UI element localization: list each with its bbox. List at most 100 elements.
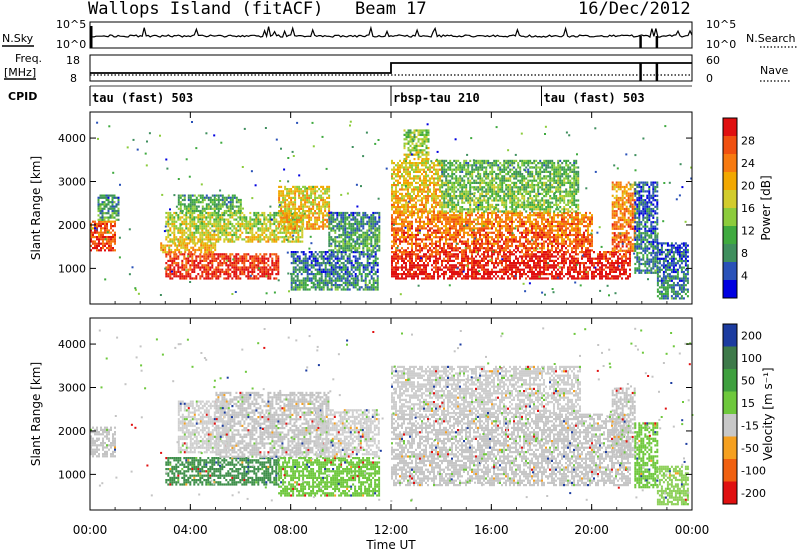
range-cell bbox=[259, 227, 262, 230]
range-cell bbox=[199, 277, 202, 280]
range-cell bbox=[441, 233, 443, 237]
range-cell bbox=[169, 253, 172, 256]
range-cell bbox=[328, 233, 331, 237]
range-cell bbox=[275, 211, 278, 215]
range-cell bbox=[605, 270, 607, 273]
range-cell bbox=[509, 259, 511, 262]
range-cell bbox=[167, 214, 170, 217]
range-cell bbox=[481, 259, 483, 262]
range-cell bbox=[92, 233, 94, 236]
range-cell bbox=[104, 222, 106, 225]
range-cell bbox=[517, 259, 519, 262]
range-cell bbox=[517, 229, 519, 232]
range-cell bbox=[330, 253, 333, 256]
range-cell bbox=[455, 264, 457, 267]
range-cell bbox=[297, 231, 300, 234]
range-cell bbox=[443, 270, 445, 273]
range-cell bbox=[318, 212, 321, 215]
range-cell bbox=[221, 201, 224, 204]
range-cell bbox=[277, 257, 280, 260]
range-cell bbox=[229, 196, 232, 199]
range-cell bbox=[94, 236, 96, 239]
range-cell bbox=[360, 264, 363, 267]
range-cell bbox=[328, 190, 331, 193]
range-cell bbox=[282, 194, 285, 197]
range-cell bbox=[298, 225, 301, 228]
range-cell bbox=[378, 216, 381, 219]
range-cell bbox=[193, 198, 196, 202]
range-cell bbox=[435, 266, 437, 269]
range-cell bbox=[593, 277, 595, 280]
range-cell bbox=[265, 216, 268, 219]
range-cell bbox=[320, 277, 323, 280]
range-cell bbox=[165, 253, 168, 256]
range-cell bbox=[308, 221, 311, 224]
range-cell bbox=[615, 268, 617, 271]
range-cell bbox=[221, 264, 224, 267]
range-cell bbox=[425, 255, 427, 258]
range-cell bbox=[285, 233, 288, 237]
range-cell bbox=[405, 238, 407, 241]
range-cell bbox=[300, 225, 303, 228]
range-cell bbox=[263, 227, 266, 230]
range-cell bbox=[423, 255, 425, 258]
range-cell bbox=[235, 275, 238, 278]
range-cell bbox=[324, 275, 327, 278]
range-cell bbox=[497, 270, 499, 273]
range-cell bbox=[330, 255, 333, 258]
range-cell bbox=[599, 262, 601, 265]
range-cell bbox=[298, 268, 301, 271]
range-cell bbox=[481, 220, 483, 223]
range-cell bbox=[362, 242, 365, 245]
range-cell bbox=[585, 273, 587, 276]
range-cell bbox=[310, 212, 313, 215]
range-cell bbox=[515, 268, 517, 271]
range-cell bbox=[108, 236, 110, 239]
range-cell bbox=[328, 211, 331, 215]
range-cell bbox=[348, 270, 351, 273]
range-cell bbox=[374, 242, 377, 245]
range-cell bbox=[350, 238, 353, 241]
range-cell bbox=[342, 247, 345, 250]
range-cell bbox=[346, 218, 349, 221]
range-cell bbox=[549, 266, 551, 269]
range-cell bbox=[290, 288, 293, 291]
range-cell bbox=[318, 266, 321, 269]
range-cell bbox=[617, 251, 619, 254]
range-cell bbox=[183, 264, 186, 267]
range-cell bbox=[211, 198, 214, 202]
range-cell bbox=[495, 229, 497, 232]
range-cell bbox=[503, 220, 505, 223]
range-cell bbox=[366, 268, 369, 271]
range-cell bbox=[271, 253, 274, 256]
range-cell bbox=[177, 218, 180, 221]
range-cell bbox=[103, 207, 106, 210]
range-cell bbox=[479, 277, 481, 280]
range-cell bbox=[243, 257, 246, 260]
range-cell bbox=[356, 242, 359, 245]
range-cell bbox=[360, 242, 363, 245]
range-cell bbox=[286, 225, 289, 228]
range-cell bbox=[435, 249, 437, 252]
range-cell bbox=[320, 221, 323, 224]
range-cell bbox=[239, 225, 242, 228]
range-cell bbox=[261, 231, 264, 234]
range-cell bbox=[251, 277, 254, 280]
range-cell bbox=[269, 253, 272, 256]
range-cell bbox=[239, 205, 242, 208]
range-cell bbox=[282, 212, 285, 215]
range-cell bbox=[314, 257, 317, 260]
range-cell bbox=[334, 257, 337, 260]
range-cell bbox=[213, 273, 216, 276]
range-cell bbox=[107, 196, 110, 199]
range-cell bbox=[441, 227, 443, 230]
range-cell bbox=[393, 253, 395, 256]
range-cell bbox=[609, 262, 611, 265]
range-cell bbox=[336, 227, 339, 230]
range-cell bbox=[195, 225, 198, 228]
range-cell bbox=[368, 233, 371, 237]
range-cell bbox=[201, 205, 204, 208]
range-cell bbox=[225, 268, 228, 271]
range-cell bbox=[461, 266, 463, 269]
range-cell bbox=[453, 211, 455, 215]
